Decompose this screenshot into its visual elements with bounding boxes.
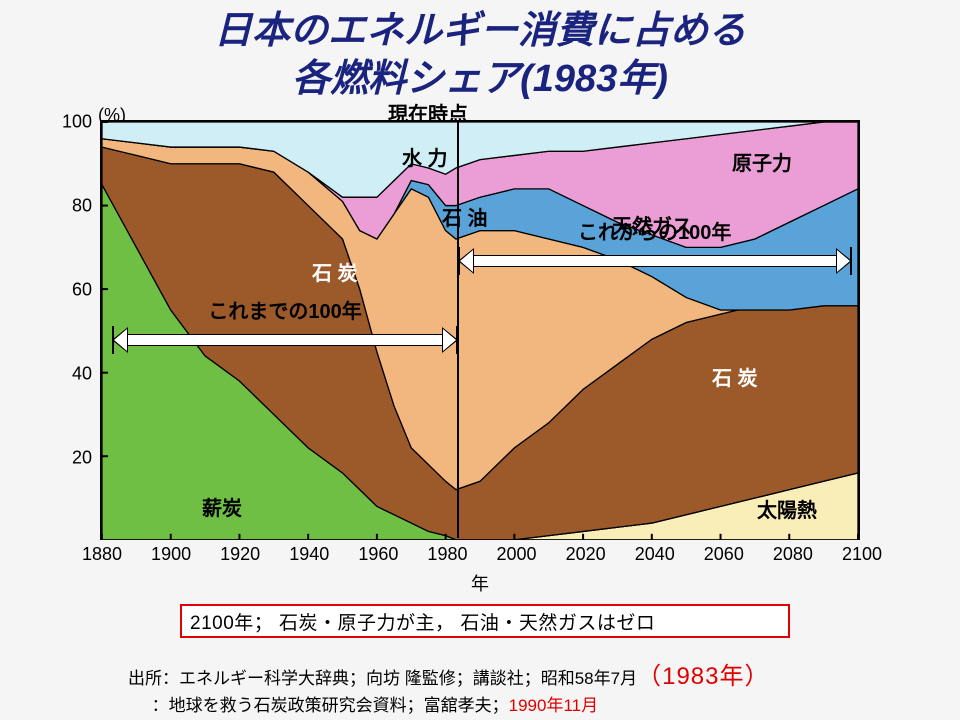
x-tick: 2020 [566, 538, 606, 565]
x-tick: 1960 [358, 538, 398, 565]
x-tick: 1920 [220, 538, 260, 565]
x-tick: 2060 [704, 538, 744, 565]
title-line-2: 各燃料シェア(1983年) [292, 58, 668, 100]
x-tick: 1980 [427, 538, 467, 565]
source-year-red: （1983年） [637, 663, 769, 690]
page-container: 日本のエネルギー消費に占める 各燃料シェア(1983年) (%) 現在時点 薪炭… [0, 0, 960, 720]
x-tick: 2040 [635, 538, 675, 565]
y-tick: 40 [72, 364, 102, 385]
source-citation: 出所：エネルギー科学大辞典；向坊 隆監修；講談社；昭和58年7月（1983年） … [128, 660, 769, 717]
source-line2b: 1990年11月 [509, 696, 598, 715]
x-tick: 2100 [842, 538, 882, 565]
x-tick: 1900 [151, 538, 191, 565]
y-tick: 80 [72, 196, 102, 217]
source-line2a: ：地球を救う石炭政策研究会資料；富舘孝夫； [152, 696, 509, 715]
x-tick: 1940 [289, 538, 329, 565]
x-tick: 2000 [497, 538, 537, 565]
y-tick: 100 [62, 112, 102, 133]
present-year-line [457, 122, 459, 538]
source-line1: 出所：エネルギー科学大辞典；向坊 隆監修；講談社；昭和58年7月 [128, 669, 637, 688]
x-tick: 1880 [82, 538, 122, 565]
chart-svg [102, 122, 858, 540]
title-line-1: 日本のエネルギー消費に占める [214, 10, 746, 52]
caption-text: 2100年； 石炭・原子力が主， 石油・天然ガスはゼロ [190, 608, 655, 635]
stacked-area-chart: 薪炭石 炭石 油水 力天然ガス原子力石 炭太陽熱 これまでの100年これからの1… [100, 120, 860, 540]
x-tick: 2080 [773, 538, 813, 565]
page-title: 日本のエネルギー消費に占める 各燃料シェア(1983年) [0, 8, 960, 103]
x-axis-unit: 年 [0, 570, 960, 596]
y-tick: 60 [72, 280, 102, 301]
y-tick: 20 [72, 448, 102, 469]
caption-box: 2100年； 石炭・原子力が主， 石油・天然ガスはゼロ [180, 604, 790, 638]
